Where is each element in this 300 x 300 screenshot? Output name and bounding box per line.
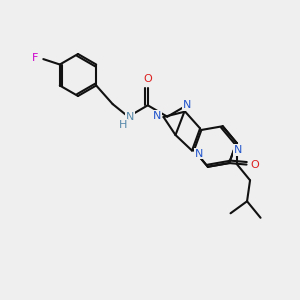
Text: F: F	[32, 53, 38, 63]
Text: O: O	[250, 160, 259, 170]
Text: N: N	[182, 100, 191, 110]
Text: N: N	[153, 110, 161, 121]
Text: N: N	[126, 112, 135, 122]
Text: O: O	[143, 74, 152, 85]
Text: N: N	[194, 148, 203, 159]
Text: N: N	[234, 145, 242, 155]
Text: H: H	[119, 120, 127, 130]
